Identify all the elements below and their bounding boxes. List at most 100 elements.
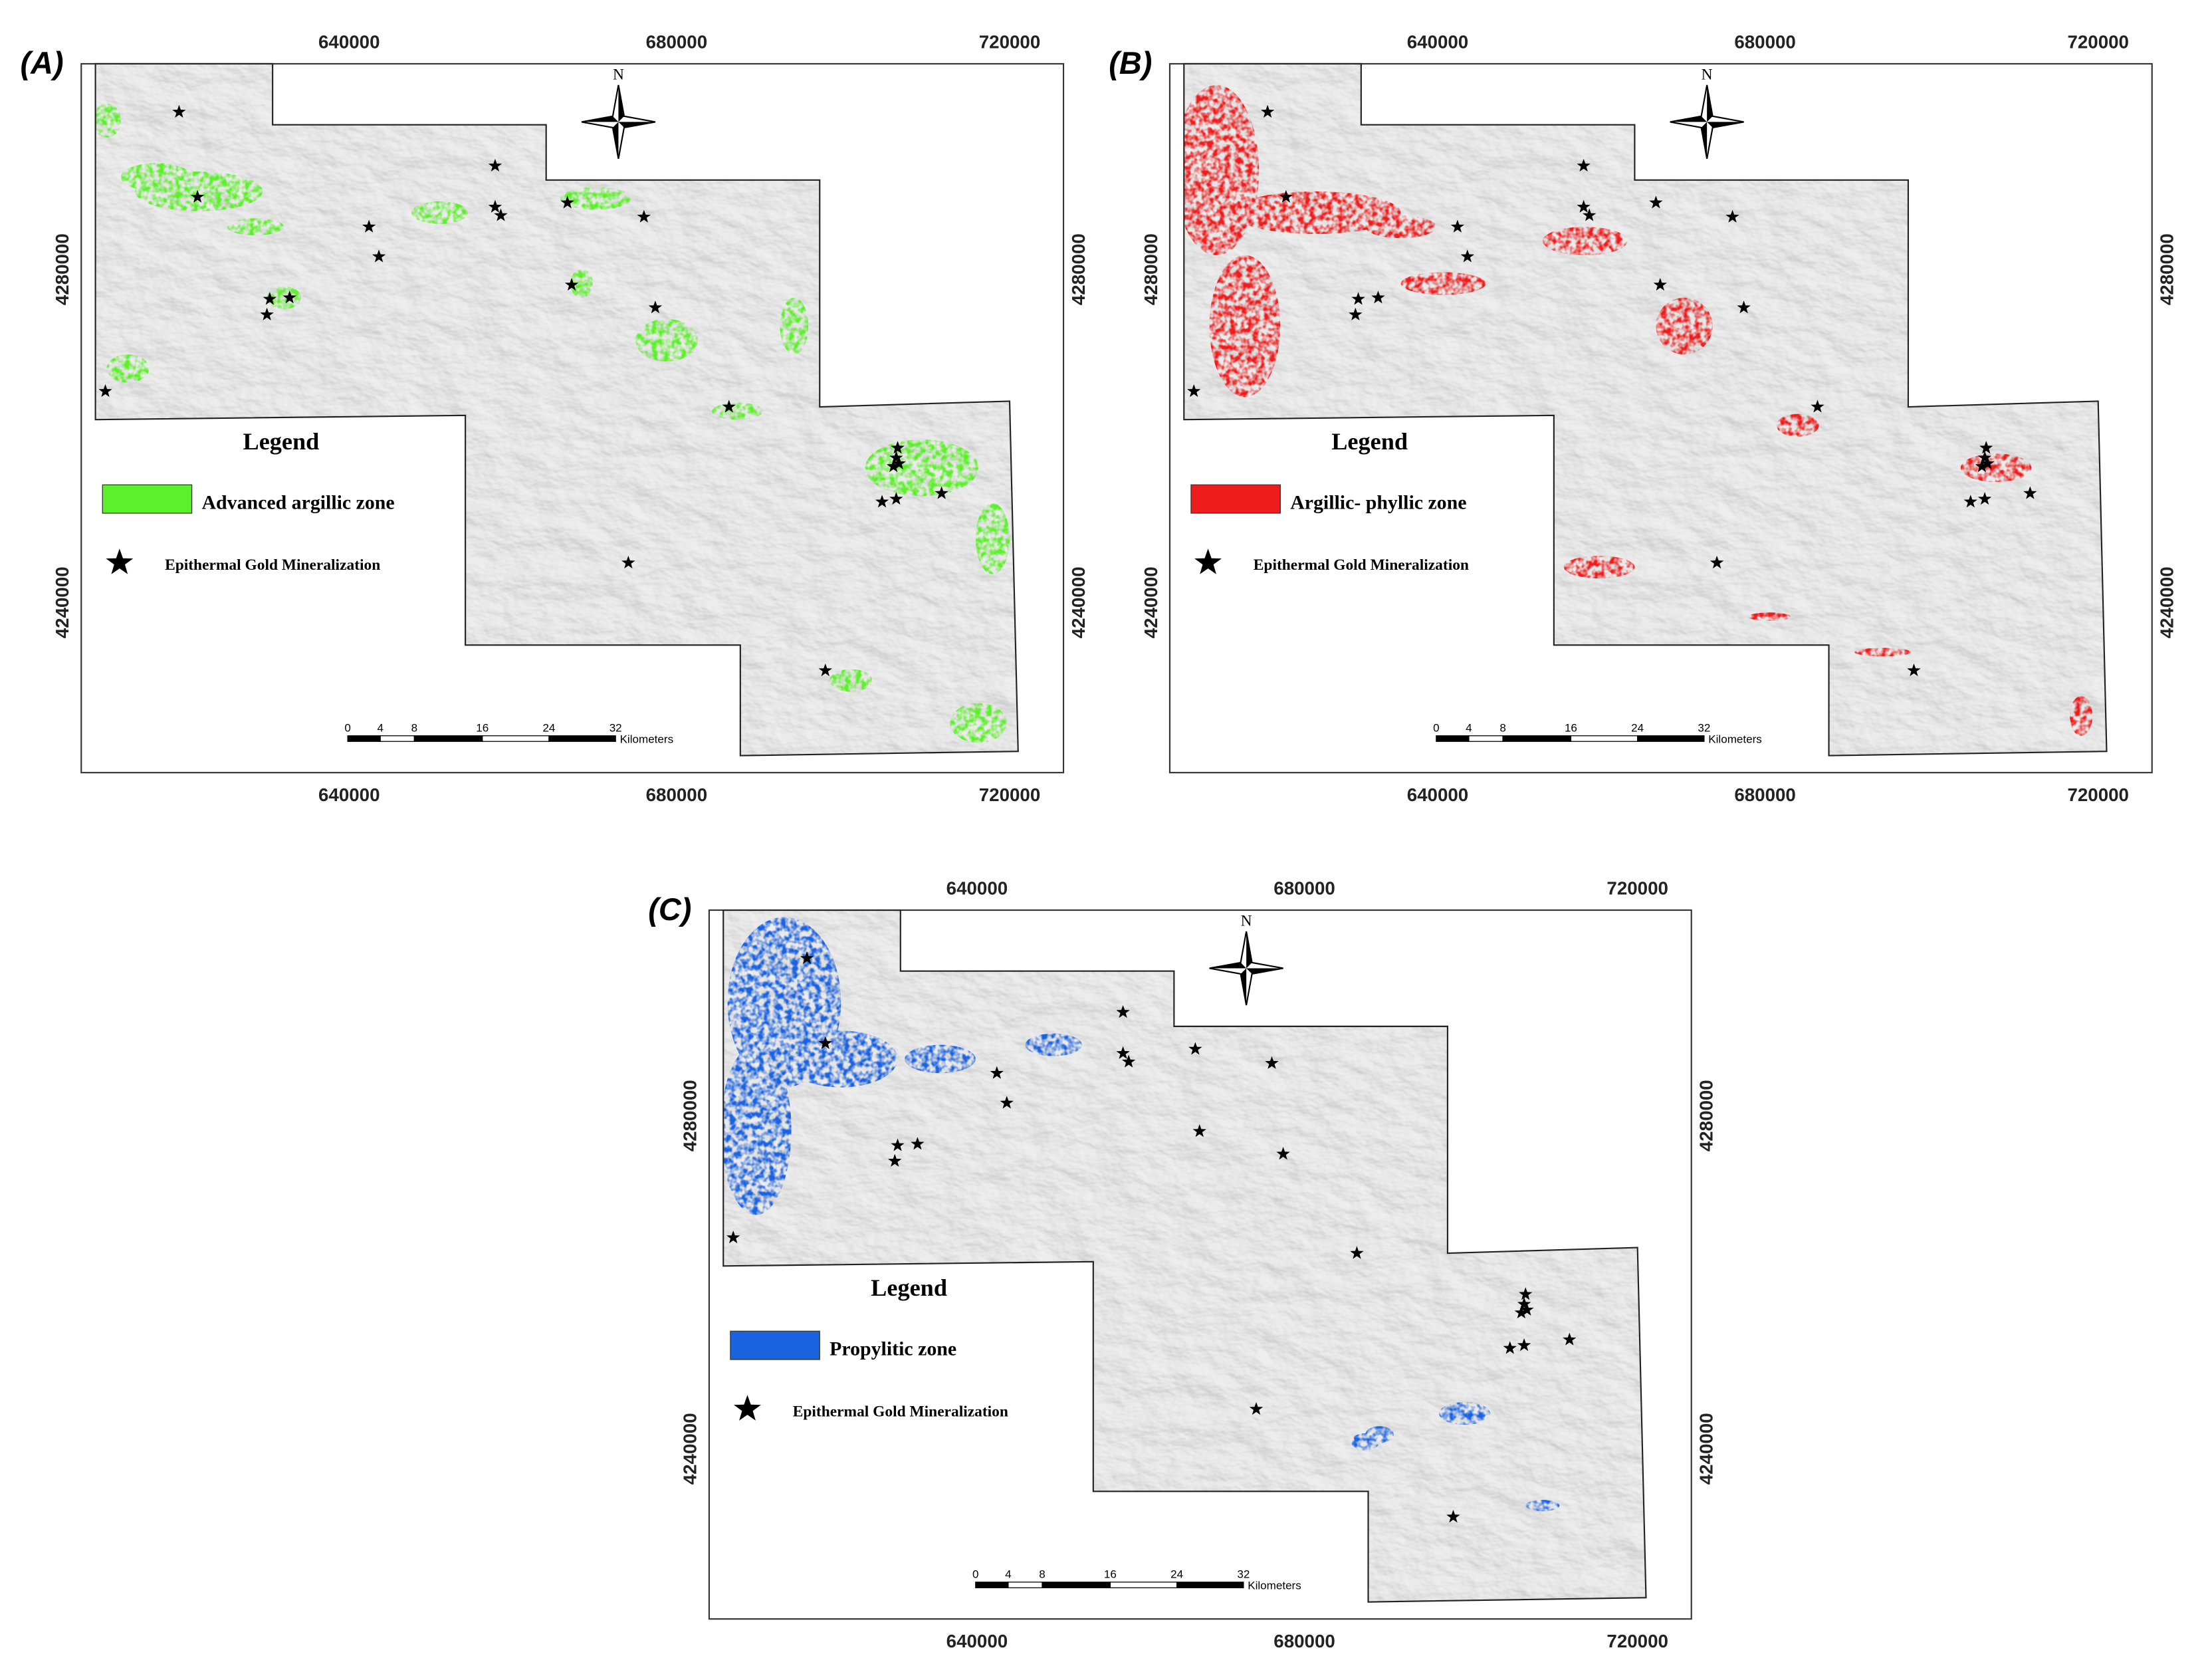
zone-patch — [712, 402, 763, 420]
study-area-outline — [722, 909, 1647, 1603]
alteration-zone — [723, 917, 1560, 1512]
scale-label: 8 — [1039, 1568, 1045, 1580]
zone-patch — [2070, 696, 2093, 736]
zone-patch — [1209, 255, 1281, 398]
y-tick-label: 4280000 — [2157, 233, 2177, 305]
zone-patch — [950, 703, 1007, 743]
x-tick-label: 720000 — [2067, 784, 2129, 805]
zone-patch — [227, 218, 284, 235]
x-tick-label: 720000 — [1606, 878, 1668, 899]
legend-zone: Argillic- phyllic zone — [1290, 492, 1466, 514]
y-tick-label: 4240000 — [680, 1413, 701, 1485]
zone-patch — [1230, 191, 1401, 234]
scale-label: 4 — [1005, 1568, 1011, 1580]
scale-segment — [975, 1582, 1009, 1588]
scale-segment — [380, 735, 415, 742]
zone-patch — [411, 201, 469, 224]
map-panel: (B) 640000 640000 680000 680000 720000 720000 4… — [1109, 32, 2177, 805]
y-tick-label: 4280000 — [52, 233, 72, 305]
zone-patch — [635, 318, 698, 362]
x-tick-label: 640000 — [318, 784, 380, 805]
zone-patch — [570, 269, 594, 298]
x-tick-label: 680000 — [1273, 1631, 1335, 1651]
scale-segment — [1109, 1582, 1178, 1588]
x-tick-label: 680000 — [1273, 878, 1335, 899]
scale-label: 0 — [344, 721, 350, 734]
x-tick-label: 720000 — [2067, 32, 2129, 53]
scale-label: 8 — [411, 721, 417, 734]
legend-title: Legend — [871, 1274, 947, 1301]
legend-zone: Advanced argillic zone — [202, 492, 395, 514]
x-tick-label: 680000 — [646, 32, 707, 53]
zone-patch — [1184, 84, 1260, 255]
scale-label: 24 — [542, 721, 555, 734]
x-tick-label: 640000 — [946, 878, 1008, 899]
panel-label: (A) — [21, 46, 64, 80]
study-area-outline — [94, 62, 1019, 757]
zone-patch — [106, 354, 150, 383]
x-tick-label: 640000 — [1407, 32, 1469, 53]
x-tick-label: 720000 — [1606, 1631, 1668, 1651]
scale-segment — [1436, 735, 1470, 742]
zone-patch — [1025, 1033, 1082, 1056]
zone-patch — [267, 286, 301, 309]
north-arrow: N — [581, 66, 656, 160]
zone-patch — [1365, 215, 1436, 239]
scale-label: 24 — [1631, 721, 1644, 734]
zone-patch — [95, 103, 121, 138]
y-tick-label: 4280000 — [1696, 1080, 1717, 1151]
scale-label: 16 — [1104, 1568, 1117, 1580]
scale-label: 4 — [1466, 721, 1472, 734]
scale-label: 16 — [476, 721, 489, 734]
y-tick-label: 4280000 — [680, 1080, 701, 1151]
zone-patch — [1776, 414, 1819, 437]
x-tick-label: 680000 — [1734, 784, 1796, 805]
zone-patch — [1563, 555, 1635, 579]
scale-unit: Kilometers — [1248, 1579, 1301, 1592]
x-tick-label: 720000 — [979, 32, 1041, 53]
zone-patch — [723, 1044, 792, 1215]
legend-swatch — [730, 1330, 820, 1360]
zone-patch — [1747, 612, 1791, 622]
north-label: N — [613, 66, 624, 83]
zone-patch — [865, 439, 979, 497]
x-tick-label: 680000 — [1734, 32, 1796, 53]
scale-segment — [548, 735, 616, 742]
north-label: N — [1241, 912, 1252, 929]
x-tick-label: 640000 — [946, 1631, 1008, 1651]
legend-points: Epithermal Gold Mineralization — [165, 556, 380, 574]
north-arrow: N — [1670, 66, 1744, 160]
x-tick-label: 640000 — [318, 32, 380, 53]
zone-patch — [830, 669, 873, 692]
scale-segment — [347, 735, 381, 742]
scale-segment — [1468, 735, 1503, 742]
north-label: N — [1702, 66, 1713, 83]
legend-points: Epithermal Gold Mineralization — [793, 1403, 1008, 1420]
zone-patch — [1656, 297, 1713, 355]
zone-patch — [560, 187, 631, 210]
legend-points: Epithermal Gold Mineralization — [1254, 556, 1469, 574]
scale-segment — [1176, 1582, 1244, 1588]
x-tick-label: 640000 — [1407, 784, 1469, 805]
y-tick-label: 4240000 — [52, 566, 72, 638]
legend-title: Legend — [1331, 428, 1408, 455]
zone-patch — [1854, 648, 1912, 657]
scale-label: 0 — [1433, 721, 1439, 734]
scale-label: 32 — [609, 721, 622, 734]
map-panel: (C) 640000 640000 680000 680000 720000 720000 4… — [648, 878, 1716, 1651]
panel-label: (C) — [648, 892, 691, 927]
zone-patch — [1960, 453, 2032, 483]
scale-segment — [1042, 1582, 1111, 1588]
scale-label: 8 — [1499, 721, 1505, 734]
y-tick-label: 4240000 — [2157, 566, 2177, 638]
study-area-outline — [1183, 62, 2108, 757]
zone-patch — [784, 1030, 898, 1088]
zone-patch — [905, 1044, 976, 1074]
scale-label: 32 — [1698, 721, 1710, 734]
zone-patch — [1525, 1500, 1560, 1512]
